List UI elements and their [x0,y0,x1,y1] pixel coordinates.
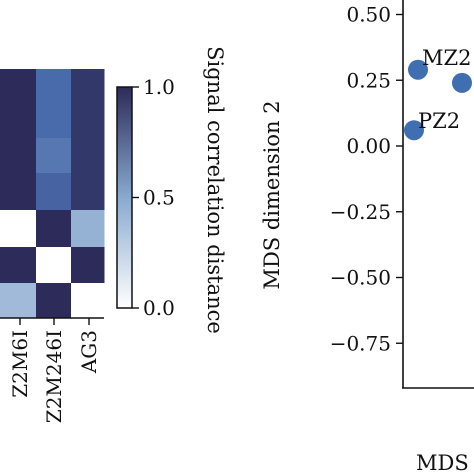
y-tick-label: −0.75 [330,331,391,355]
heatmap-cell [0,138,37,174]
y-tick-label: 0.25 [346,68,391,92]
heatmap-x-tick-label: Z2M246I [42,330,66,423]
x-axis-label: MDS [416,451,469,474]
heatmap-cell [71,283,105,319]
colorbar-tick-label: 0.0 [143,296,175,320]
heatmap-cell [36,283,72,319]
point-label: MZ2 [422,46,471,70]
heatmap-cell [71,210,105,248]
colorbar: 0.0 0.5 1.0 Signal correlation distance [116,46,227,334]
heatmap-cell [0,69,37,104]
scatter-plot: 0.50 0.25 0.00 −0.25 −0.50 −0.75 MZ2 PZ2 MDS d… [260,0,474,474]
heatmap-cell [36,138,72,174]
y-tick-label: −0.50 [330,266,391,290]
heatmap-x-tick-label: AG3 [77,330,101,374]
heatmap-cell [71,173,105,211]
y-tick-label: 0.00 [346,134,391,158]
heatmap-cell [36,247,72,284]
heatmap-cell [71,103,105,139]
heatmap-cell [0,103,37,139]
scatter-point [452,72,472,93]
y-tick-label: −0.25 [330,200,391,224]
scatter-points: MZ2 PZ2 [404,46,472,141]
point-label: PZ2 [418,109,460,133]
heatmap-cell [36,69,72,104]
colorbar-ticks: 0.0 0.5 1.0 [132,75,175,320]
heatmap [0,69,105,319]
heatmap-cell [36,173,72,211]
heatmap-cell [71,138,105,174]
y-axis-label: MDS dimension 2 [260,100,284,289]
heatmap-cell [0,210,37,248]
heatmap-cell [71,69,105,104]
heatmap-cell [0,283,37,319]
y-axis-ticks: 0.50 0.25 0.00 −0.25 −0.50 −0.75 [330,3,403,355]
colorbar-tick-label: 0.5 [143,186,175,210]
heatmap-cell [36,210,72,248]
y-tick-label: 0.50 [346,3,391,27]
heatmap-cell [0,173,37,211]
heatmap-cell [36,103,72,139]
heatmap-column-labels: Z2M6I Z2M246I AG3 [8,318,101,423]
scatter-point [404,120,424,141]
colorbar-label: Signal correlation distance [203,46,227,334]
colorbar-gradient [116,86,133,309]
colorbar-tick-label: 1.0 [143,75,175,99]
scatter-point [408,59,428,80]
heatmap-cell [71,247,105,284]
heatmap-cell [0,247,37,284]
heatmap-x-tick-label: Z2M6I [8,330,32,398]
